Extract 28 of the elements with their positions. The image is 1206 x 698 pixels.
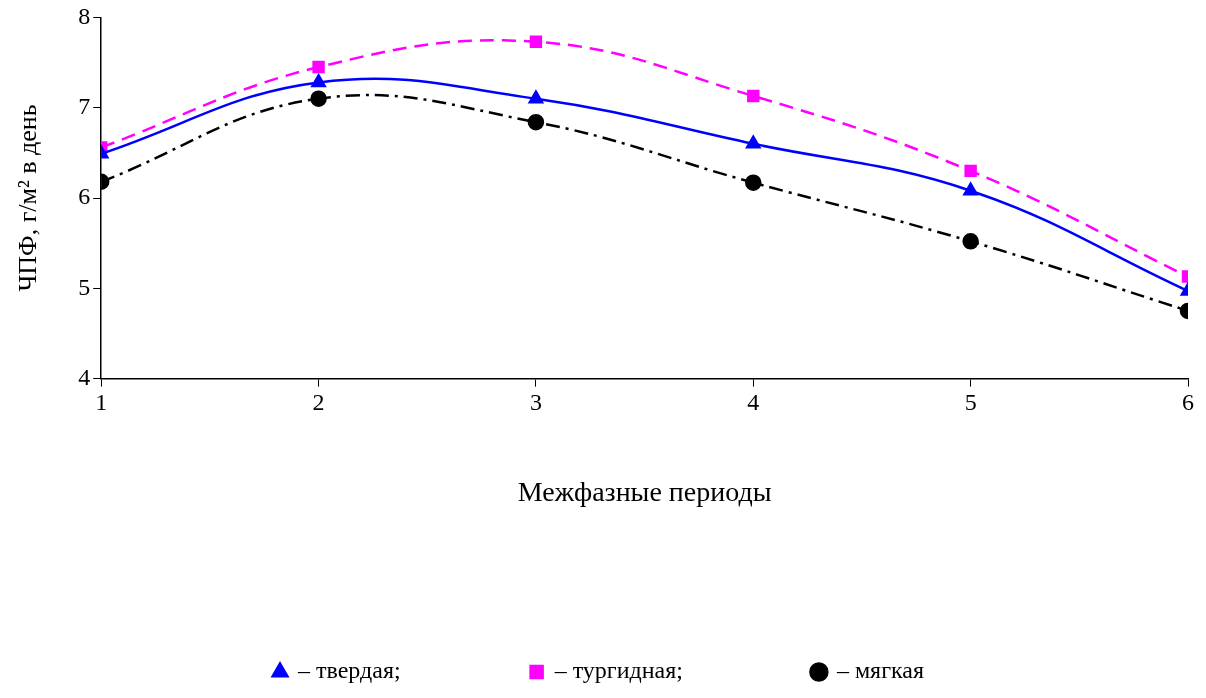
point bbox=[745, 174, 762, 191]
y-tick-label: 4 bbox=[78, 363, 91, 390]
point bbox=[962, 233, 979, 250]
x-tick-label: 3 bbox=[529, 389, 542, 416]
point bbox=[964, 164, 977, 178]
y-tick-label: 6 bbox=[78, 183, 91, 210]
x-tick-label: 2 bbox=[312, 389, 325, 416]
x-tick-label: 1 bbox=[95, 389, 108, 416]
point bbox=[963, 182, 978, 196]
point bbox=[529, 35, 543, 48]
legend-label: – мягкая bbox=[835, 657, 924, 684]
legend-label: – твердая; bbox=[297, 657, 401, 684]
x-tick-label: 4 bbox=[747, 389, 760, 416]
point bbox=[747, 89, 760, 103]
point bbox=[527, 113, 545, 131]
x-tick-label: 6 bbox=[1182, 389, 1194, 416]
y-axis-title: ЧПФ, г/м² в день bbox=[13, 104, 43, 292]
y-tick-label: 7 bbox=[78, 93, 91, 119]
point bbox=[745, 135, 761, 149]
x-tick-label: 5 bbox=[964, 389, 977, 416]
point bbox=[312, 60, 325, 74]
y-tick-label: 8 bbox=[78, 2, 91, 29]
point bbox=[311, 74, 326, 88]
y-tick-label: 5 bbox=[78, 273, 91, 300]
legend-label: – тургидная; bbox=[553, 657, 683, 684]
point bbox=[528, 90, 544, 104]
point bbox=[310, 90, 327, 107]
x-axis-title: Межфазные периоды bbox=[517, 475, 772, 507]
